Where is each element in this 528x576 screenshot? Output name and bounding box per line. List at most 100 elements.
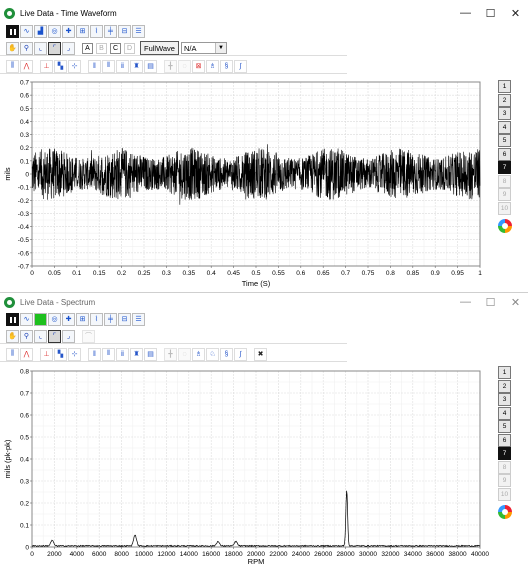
waveform-icon[interactable]: ∿ — [20, 24, 33, 38]
compare-icon[interactable]: ⊟ — [118, 312, 131, 326]
bearing-icon[interactable]: ⅱ — [116, 347, 129, 361]
bearing-icon[interactable]: ⅱ — [116, 59, 129, 73]
orbit-icon[interactable]: ◎ — [48, 24, 61, 38]
zoom-y-icon[interactable]: ⌟ — [62, 329, 75, 343]
export-icon[interactable]: ♘ — [206, 347, 219, 361]
overlay-icon[interactable]: ⊞ — [76, 24, 89, 38]
orbit-icon[interactable]: ◎ — [48, 312, 61, 326]
channel-button-3[interactable]: 3 — [498, 393, 511, 406]
zoom-box-icon[interactable]: ⌞ — [34, 329, 47, 343]
zoom-x-icon[interactable]: ⌜ — [48, 41, 61, 55]
cursor-single-icon[interactable]: ⫼ — [6, 347, 19, 361]
export-icon[interactable]: ♗ — [206, 59, 219, 73]
maximize-button[interactable]: ☐ — [485, 7, 496, 20]
cursor-harmonic-icon[interactable]: ⋀ — [20, 59, 33, 73]
time-waveform-chart[interactable]: 0.7 0.6 0.5 0.4 0.3 0.2 0.1 0 -0.1 -0.2 -0.3 -0.4 -0… — [0, 74, 498, 290]
trend-icon[interactable]: ⌇ — [90, 24, 103, 38]
cursor-a-button[interactable]: A — [82, 42, 93, 54]
mark-icon[interactable]: § — [220, 347, 233, 361]
waterfall-icon[interactable]: ☰ — [132, 24, 145, 38]
cursor-sideband-icon[interactable]: ⊹ — [68, 59, 81, 73]
marker-icon[interactable]: ╋ — [164, 59, 177, 73]
cursor-band-icon[interactable]: ▚ — [54, 347, 67, 361]
crosshair-icon[interactable]: ✚ — [62, 312, 75, 326]
channel-button-4[interactable]: 4 — [498, 120, 511, 134]
channel-button-7[interactable]: 7 — [498, 447, 511, 460]
channel-button-10[interactable]: 10 — [498, 201, 511, 215]
overlay-icon[interactable]: ⊞ — [76, 312, 89, 326]
zoom-box-icon[interactable]: ⌞ — [34, 41, 47, 55]
cursor-c-button[interactable]: C — [110, 42, 121, 54]
zoom-x-icon[interactable]: ⌜ — [48, 329, 61, 343]
tools-icon[interactable]: ✖ — [254, 347, 267, 361]
cursor-b-button[interactable]: B — [96, 42, 107, 54]
peak-list-icon[interactable]: ♗ — [192, 347, 205, 361]
fullwave-button[interactable]: FullWave — [140, 41, 179, 55]
delete-marker-icon[interactable]: ⊠ — [192, 59, 205, 73]
split-icon[interactable]: ╪ — [104, 24, 117, 38]
close-button[interactable]: ✕ — [510, 7, 521, 20]
channel-button-2[interactable]: 2 — [498, 379, 511, 393]
color-wheel-icon[interactable] — [498, 504, 512, 519]
split-icon[interactable]: ╪ — [104, 312, 117, 326]
zoom-icon[interactable]: ⚲ — [20, 41, 33, 55]
cursor-single-icon[interactable]: ⫼ — [6, 59, 19, 73]
channel-button-1[interactable]: 1 — [498, 366, 511, 379]
spectrum-chart[interactable]: 0.8 0.7 0.6 0.5 0.4 0.3 0.2 0.1 0 0 2000 4000 6000 8… — [0, 363, 498, 575]
channel-button-8[interactable]: 8 — [498, 174, 511, 188]
pause-icon[interactable] — [6, 24, 19, 38]
channel-button-5[interactable]: 5 — [498, 420, 511, 433]
spectrum-icon[interactable]: ▟ — [34, 24, 47, 38]
gear-mesh-icon[interactable]: ♜ — [130, 59, 143, 73]
minimize-button[interactable]: — — [460, 7, 471, 19]
pause-icon[interactable] — [6, 312, 19, 326]
channel-button-10[interactable]: 10 — [498, 487, 511, 501]
compare-icon[interactable]: ⊟ — [118, 24, 131, 38]
cursor-sideband-icon[interactable]: ⊹ — [68, 347, 81, 361]
zoom-y-icon[interactable]: ⌟ — [62, 41, 75, 55]
channel-button-2[interactable]: 2 — [498, 93, 511, 107]
sideband-bars-icon[interactable]: ⫴ — [102, 59, 115, 73]
waveform-icon[interactable]: ∿ — [20, 312, 33, 326]
harmonic-bars-icon[interactable]: ‖ — [88, 347, 101, 361]
minimize-button[interactable]: — — [460, 296, 471, 308]
harmonic-bars-icon[interactable]: ‖ — [88, 59, 101, 73]
mark-icon[interactable]: § — [220, 59, 233, 73]
cursor-peak-icon[interactable]: ⊥ — [40, 347, 53, 361]
channel-button-8[interactable]: 8 — [498, 460, 511, 474]
channel-button-4[interactable]: 4 — [498, 406, 511, 420]
reset-zoom-icon[interactable]: ⌒ — [82, 329, 95, 343]
zoom-icon[interactable]: ⚲ — [20, 329, 33, 343]
channel-button-5[interactable]: 5 — [498, 134, 511, 147]
channel-button-1[interactable]: 1 — [498, 80, 511, 93]
channel-button-7[interactable]: 7 — [498, 161, 511, 174]
cursor-band-icon[interactable]: ▚ — [54, 59, 67, 73]
trend-icon[interactable]: ⌇ — [90, 312, 103, 326]
marker-icon[interactable]: ╋ — [164, 347, 177, 361]
hand-icon[interactable]: ✋ — [6, 41, 19, 55]
gear-mesh-icon[interactable]: ♜ — [130, 347, 143, 361]
circle-icon[interactable]: ◌ — [178, 59, 191, 73]
channel-button-9[interactable]: 9 — [498, 188, 511, 201]
hand-icon[interactable]: ✋ — [6, 329, 19, 343]
channel-button-3[interactable]: 3 — [498, 107, 511, 120]
channel-button-9[interactable]: 9 — [498, 474, 511, 487]
cursor-peak-icon[interactable]: ⊥ — [40, 59, 53, 73]
spectrum-icon[interactable] — [34, 312, 47, 326]
note-icon[interactable]: ∫ — [234, 59, 247, 73]
chart-icon[interactable]: ▤ — [144, 59, 157, 73]
cursor-d-button[interactable]: D — [124, 42, 135, 54]
circle-icon[interactable]: ◌ — [178, 347, 191, 361]
note-icon[interactable]: ∫ — [234, 347, 247, 361]
channel-button-6[interactable]: 6 — [498, 147, 511, 161]
color-wheel-icon[interactable] — [498, 218, 512, 233]
channel-button-6[interactable]: 6 — [498, 433, 511, 447]
range-select[interactable]: N/A ▼ — [180, 42, 227, 54]
crosshair-icon[interactable]: ✚ — [62, 24, 75, 38]
cursor-harmonic-icon[interactable]: ⋀ — [20, 347, 33, 361]
close-button[interactable]: ✕ — [510, 296, 521, 309]
maximize-button[interactable]: ☐ — [485, 296, 496, 309]
waterfall-icon[interactable]: ☰ — [132, 312, 145, 326]
sideband-bars-icon[interactable]: ⫴ — [102, 347, 115, 361]
chart-icon[interactable]: ▤ — [144, 347, 157, 361]
